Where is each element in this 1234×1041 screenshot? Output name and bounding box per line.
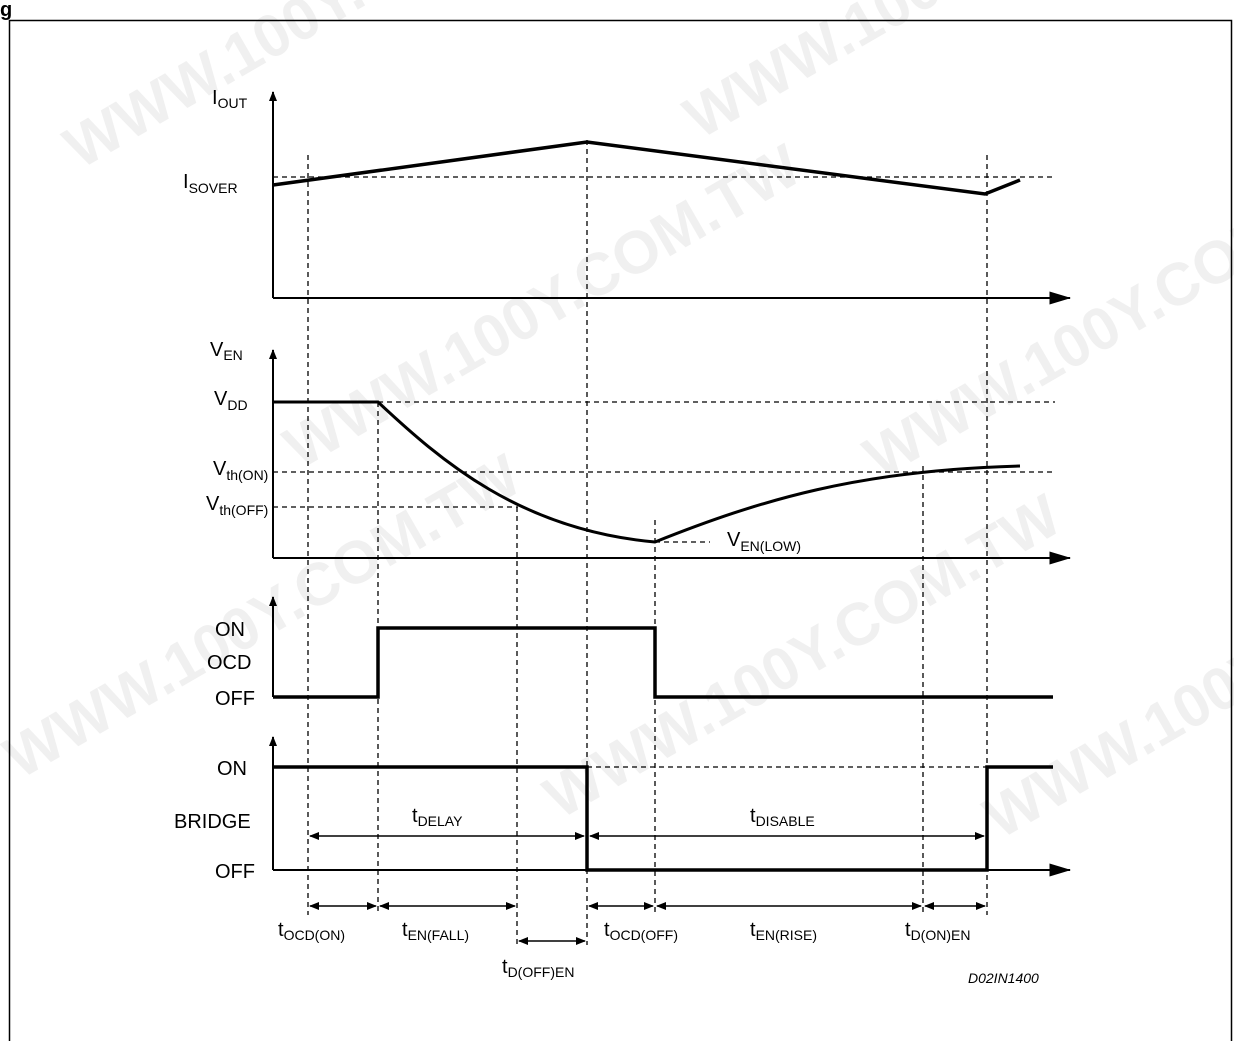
label-t-ocd-on: tOCD(ON)	[278, 919, 345, 943]
isover-label: ISOVER	[183, 171, 238, 196]
ocd-off-label: OFF	[215, 688, 255, 710]
vdd-label: VDD	[214, 388, 248, 413]
ocd-name-label: OCD	[207, 652, 251, 674]
timing-intervals: tOCD(ON) tEN(FALL) tD(OFF)EN tOCD(OFF) t…	[278, 902, 986, 980]
iout-axis-label: IOUT	[212, 87, 248, 111]
bridge-waveform	[273, 765, 1053, 872]
ven-axis-label: VEN	[210, 339, 243, 363]
iout-waveform	[272, 140, 1021, 196]
time-markers	[307, 140, 988, 945]
ven-panel: VEN VDD Vth(ON) Vth(OFF) VEN(LOW)	[206, 339, 1072, 565]
vth-off-label: Vth(OFF)	[206, 493, 268, 518]
figure-title-fragment: g	[0, 0, 12, 21]
label-t-en-fall: tEN(FALL)	[402, 919, 469, 943]
figure-code: D02IN1400	[968, 970, 1039, 986]
watermark-text: WWW.100Y.COM.TW	[273, 131, 812, 481]
ven-low-label: VEN(LOW)	[727, 529, 801, 554]
bridge-name-label: BRIDGE	[174, 811, 251, 833]
ocd-on-label: ON	[215, 619, 245, 641]
tdelay-label: tDELAY	[412, 805, 463, 829]
vth-on-label: Vth(ON)	[213, 458, 268, 483]
watermark-layer: WWW.100Y.COM.TW WWW.100Y.COM.TW WWW.100Y…	[0, 0, 1234, 851]
ocd-waveform	[273, 626, 1053, 699]
bridge-off-label: OFF	[215, 861, 255, 883]
tdisable-label: tDISABLE	[750, 805, 815, 829]
label-t-d-off-en: tD(OFF)EN	[502, 956, 574, 980]
watermark-text: WWW.100Y.COM.TW	[673, 0, 1212, 151]
label-t-en-rise: tEN(RISE)	[750, 919, 817, 943]
watermark-text: WWW.100Y.COM.TW	[533, 481, 1072, 831]
bridge-panel: ON BRIDGE OFF tDELAY tDISABLE	[174, 736, 1072, 883]
figure-frame	[8, 19, 1233, 1041]
bridge-on-label: ON	[217, 758, 247, 780]
label-t-ocd-off: tOCD(OFF)	[604, 919, 678, 943]
watermark-text: WWW.100Y.COM.TW	[853, 141, 1234, 491]
watermark-text: WWW.100Y.COM.TW	[0, 441, 532, 791]
label-t-d-on-en: tD(ON)EN	[905, 919, 970, 943]
iout-panel: IOUT ISOVER	[183, 87, 1072, 305]
